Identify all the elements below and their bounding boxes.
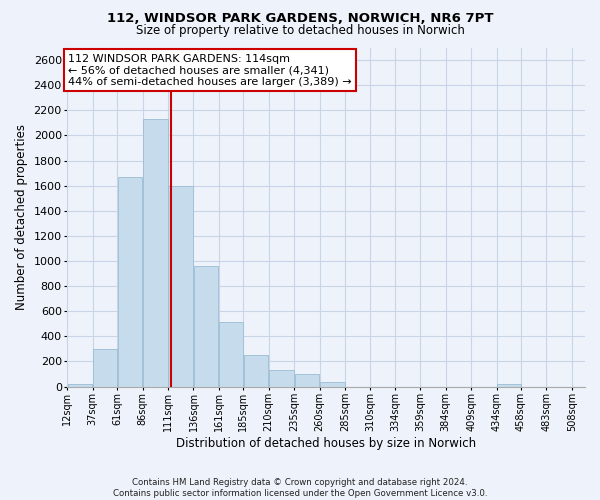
Bar	[295, 374, 319, 386]
Bar	[68, 384, 92, 386]
Bar	[118, 177, 142, 386]
Bar	[143, 119, 167, 386]
Text: 112 WINDSOR PARK GARDENS: 114sqm
← 56% of detached houses are smaller (4,341)
44: 112 WINDSOR PARK GARDENS: 114sqm ← 56% o…	[68, 54, 352, 87]
X-axis label: Distribution of detached houses by size in Norwich: Distribution of detached houses by size …	[176, 437, 476, 450]
Bar	[93, 349, 117, 387]
Text: 112, WINDSOR PARK GARDENS, NORWICH, NR6 7PT: 112, WINDSOR PARK GARDENS, NORWICH, NR6 …	[107, 12, 493, 26]
Bar	[497, 384, 521, 386]
Bar	[194, 266, 218, 386]
Bar	[219, 322, 243, 386]
Y-axis label: Number of detached properties: Number of detached properties	[15, 124, 28, 310]
Bar	[320, 382, 344, 386]
Bar	[169, 186, 193, 386]
Text: Contains HM Land Registry data © Crown copyright and database right 2024.
Contai: Contains HM Land Registry data © Crown c…	[113, 478, 487, 498]
Text: Size of property relative to detached houses in Norwich: Size of property relative to detached ho…	[136, 24, 464, 37]
Bar	[244, 355, 268, 386]
Bar	[269, 370, 294, 386]
